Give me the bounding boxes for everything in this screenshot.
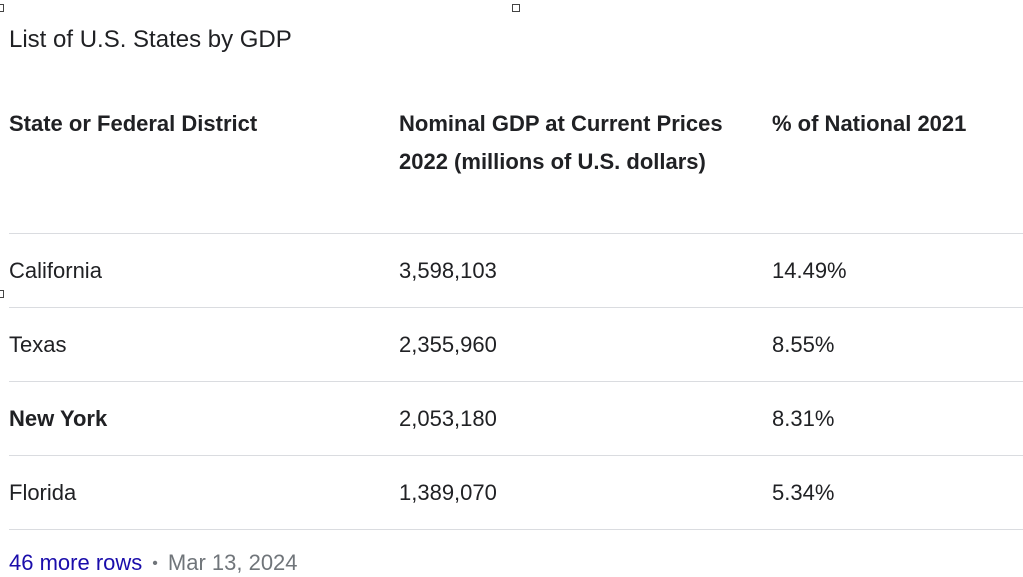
gdp-cell: 3,598,103: [399, 258, 497, 283]
selection-handle: [0, 4, 4, 12]
state-cell: Florida: [9, 480, 77, 505]
gdp-cell: 1,389,070: [399, 480, 497, 505]
footer-separator: •: [152, 555, 158, 572]
state-cell: Texas: [9, 332, 67, 357]
table-row: Texas 2,355,960 8.55%: [9, 308, 1023, 382]
gdp-table: State or Federal District Nominal GDP at…: [9, 105, 1023, 530]
percent-cell: 14.49%: [772, 258, 847, 283]
page-title: List of U.S. States by GDP: [9, 26, 292, 53]
source-date: Mar 13, 2024: [167, 550, 298, 575]
table-row: Florida 1,389,070 5.34%: [9, 456, 1023, 530]
selection-handle: [512, 4, 520, 12]
gdp-cell: 2,355,960: [399, 332, 497, 357]
column-header-percent: % of National 2021: [772, 111, 967, 136]
percent-cell: 8.55%: [772, 332, 835, 357]
table-row: New York 2,053,180 8.31%: [9, 382, 1023, 456]
selection-handle: [0, 290, 4, 298]
percent-cell: 5.34%: [772, 480, 835, 505]
percent-cell: 8.31%: [772, 406, 835, 431]
gdp-cell: 2,053,180: [399, 406, 497, 431]
table-row: California 3,598,103 14.49%: [9, 234, 1023, 308]
more-rows-link[interactable]: 46 more rows: [9, 550, 143, 575]
state-cell: New York: [9, 406, 108, 431]
column-header-state: State or Federal District: [9, 111, 258, 136]
table-header-row: State or Federal District Nominal GDP at…: [9, 105, 1023, 234]
state-cell: California: [9, 258, 102, 283]
column-header-gdp: Nominal GDP at Current Prices 2022 (mill…: [399, 111, 723, 174]
table-footer: 46 more rows • Mar 13, 2024: [9, 550, 298, 576]
